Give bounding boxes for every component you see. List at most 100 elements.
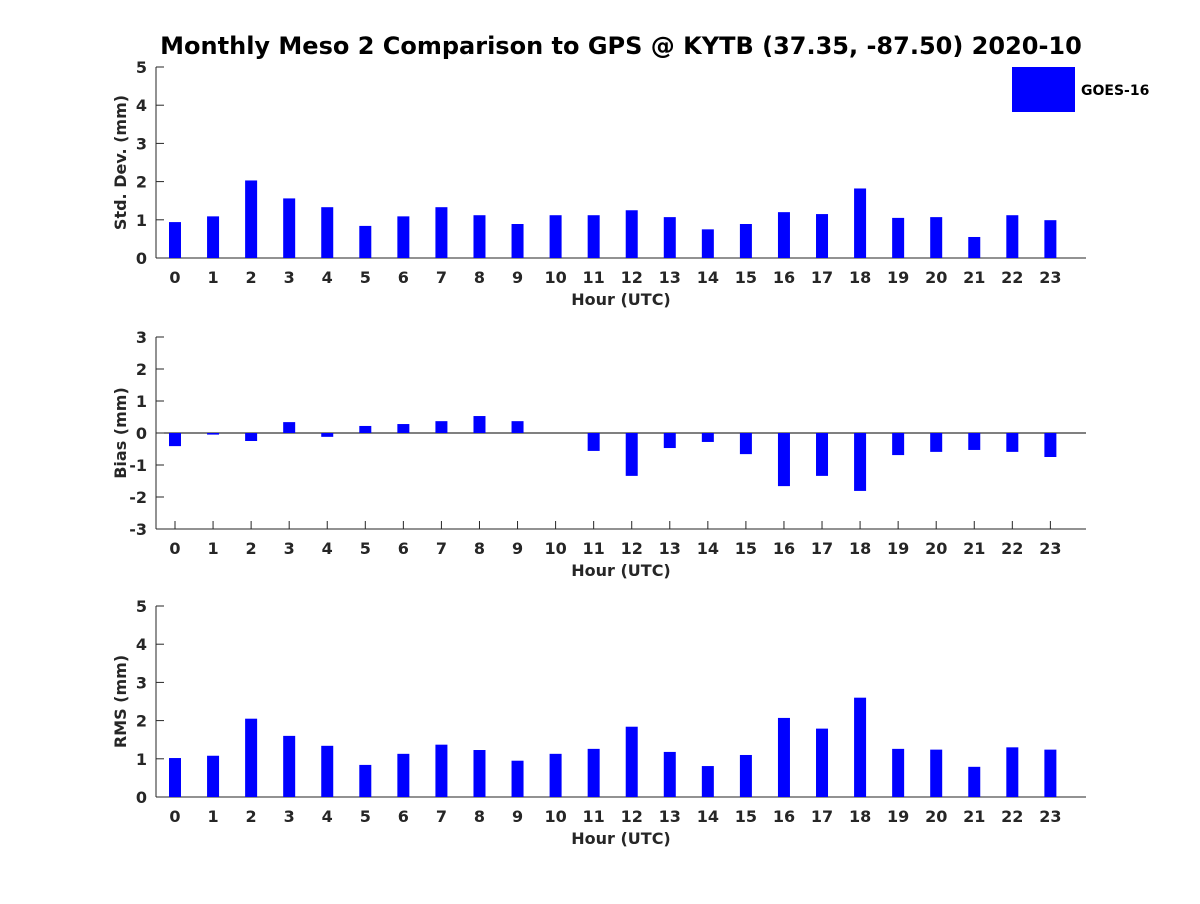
rms-bar-hour-12	[625, 726, 638, 797]
bias-x-tick-label: 1	[207, 539, 218, 558]
rms-x-axis-label: Hour (UTC)	[571, 829, 671, 848]
bias-bar-hour-3	[283, 422, 296, 433]
rms-bar-hour-2	[245, 718, 258, 797]
rms-bar-hour-0	[169, 758, 181, 797]
bias-x-tick-label: 12	[621, 539, 643, 558]
std-dev-bar-hour-19	[892, 217, 905, 258]
rms-x-tick-label: 15	[735, 807, 757, 826]
bias-y-tick-label: 3	[136, 328, 147, 347]
rms-x-tick-label: 0	[169, 807, 180, 826]
rms-y-tick-label: 3	[136, 673, 147, 692]
bias-x-tick-label: 10	[544, 539, 566, 558]
rms-bar-hour-7	[435, 744, 448, 797]
rms-y-axis-label: RMS (mm)	[111, 655, 130, 748]
bias-y-tick-label: -1	[129, 456, 147, 475]
std-dev-bar-hour-0	[169, 222, 181, 258]
bias-y-tick-label: 0	[136, 424, 147, 443]
rms-x-tick-label: 7	[436, 807, 447, 826]
std-dev-bar-hour-2	[245, 180, 258, 258]
std-dev-y-tick-label: 0	[136, 249, 147, 268]
rms-x-tick-label: 13	[659, 807, 681, 826]
std-dev-bar-hour-4	[321, 207, 334, 258]
rms-x-tick-label: 6	[398, 807, 409, 826]
bias-x-tick-label: 20	[925, 539, 947, 558]
std-dev-x-tick-label: 6	[398, 268, 409, 287]
rms-bar-hour-1	[207, 755, 220, 797]
rms-bar-hour-6	[397, 753, 410, 797]
rms-y-tick-label: 0	[136, 788, 147, 807]
std-dev-x-tick-label: 1	[207, 268, 218, 287]
rms-x-tick-label: 11	[583, 807, 605, 826]
bias-x-tick-label: 2	[246, 539, 257, 558]
rms-x-tick-label: 23	[1039, 807, 1061, 826]
std-dev-bar-hour-5	[359, 225, 372, 258]
bias-x-tick-label: 11	[583, 539, 605, 558]
bias-x-tick-label: 13	[659, 539, 681, 558]
std-dev-bar-hour-10	[549, 215, 562, 258]
bias-bar-hour-19	[892, 433, 905, 456]
legend: GOES-16	[1012, 67, 1149, 112]
rms-bar-hour-8	[473, 750, 486, 797]
std-dev-bar-hour-23	[1044, 220, 1057, 258]
rms-bar-hour-11	[587, 748, 600, 797]
rms-x-tick-label: 17	[811, 807, 833, 826]
bias-bar-hour-6	[397, 424, 410, 433]
std-dev-x-axis-label: Hour (UTC)	[571, 290, 671, 309]
std-dev-bar-hour-18	[854, 188, 867, 258]
rms-y-tick-label: 1	[136, 750, 147, 769]
bias-y-tick-label: -3	[129, 520, 147, 539]
bias-bar-hour-13	[663, 433, 676, 449]
bias-bar-hour-23	[1044, 433, 1057, 457]
rms-x-tick-label: 14	[697, 807, 719, 826]
std-dev-bar-hour-7	[435, 207, 448, 258]
bias-bar-hour-7	[435, 421, 448, 433]
bias-x-tick-label: 6	[398, 539, 409, 558]
bias-x-tick-label: 5	[360, 539, 371, 558]
bias-x-tick-label: 16	[773, 539, 795, 558]
rms-bar-hour-22	[1006, 747, 1019, 797]
std-dev-x-tick-label: 14	[697, 268, 719, 287]
rms-x-tick-label: 19	[887, 807, 909, 826]
bias-x-tick-label: 18	[849, 539, 871, 558]
bias-x-tick-label: 7	[436, 539, 447, 558]
rms-bar-hour-14	[701, 766, 714, 797]
rms-x-tick-label: 5	[360, 807, 371, 826]
rms-bar-hour-19	[892, 748, 905, 797]
std-dev-x-tick-label: 3	[284, 268, 295, 287]
bias-x-tick-label: 19	[887, 539, 909, 558]
bias-bar-hour-18	[854, 433, 867, 491]
rms-bar-hour-18	[854, 697, 867, 797]
bias-x-tick-label: 3	[284, 539, 295, 558]
rms-bar-hour-13	[663, 751, 676, 797]
std-dev-y-tick-label: 5	[136, 58, 147, 77]
bias-x-tick-label: 14	[697, 539, 719, 558]
bias-bar-hour-22	[1006, 433, 1019, 452]
rms-bar-hour-3	[283, 735, 296, 797]
std-dev-x-tick-label: 16	[773, 268, 795, 287]
rms-bar-hour-20	[930, 749, 943, 797]
bias-x-tick-label: 8	[474, 539, 485, 558]
std-dev-bar-hour-16	[777, 212, 790, 258]
std-dev-bar-hour-3	[283, 198, 296, 258]
rms-x-tick-label: 1	[207, 807, 218, 826]
rms-y-tick-label: 5	[136, 597, 147, 616]
bias-bar-hour-11	[587, 433, 600, 451]
bias-x-tick-label: 15	[735, 539, 757, 558]
rms-x-tick-label: 20	[925, 807, 947, 826]
std-dev-y-tick-label: 3	[136, 134, 147, 153]
rms-x-tick-label: 2	[246, 807, 257, 826]
std-dev-x-tick-label: 4	[322, 268, 333, 287]
std-dev-x-tick-label: 13	[659, 268, 681, 287]
rms-bar-hour-17	[816, 728, 829, 797]
rms-bar-hour-10	[549, 753, 562, 797]
bias-bar-hour-12	[625, 433, 638, 476]
bias-bar-hour-9	[511, 421, 524, 433]
bias-x-tick-label: 23	[1039, 539, 1061, 558]
bias-x-tick-label: 22	[1001, 539, 1023, 558]
std-dev-bar-hour-14	[701, 229, 714, 258]
bias-bar-hour-17	[816, 433, 829, 476]
std-dev-x-tick-label: 21	[963, 268, 985, 287]
rms-bar-hour-4	[321, 745, 334, 797]
